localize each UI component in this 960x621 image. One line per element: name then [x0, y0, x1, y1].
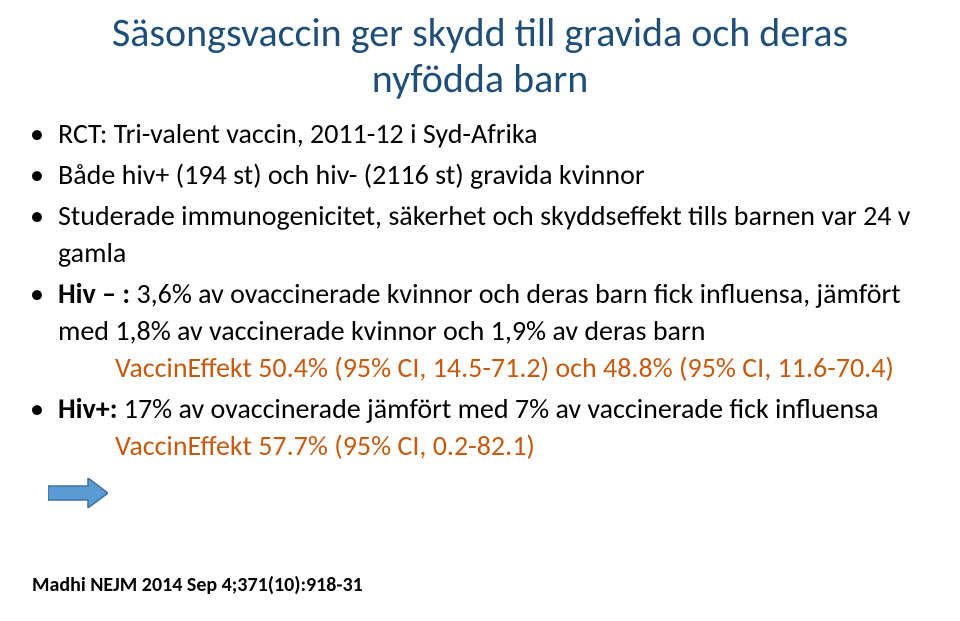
bullet-prefix: Hiv+:	[58, 391, 124, 426]
title-line-2: nyfödda barn	[372, 54, 588, 103]
arrow-icon	[48, 478, 108, 508]
bullet-item: RCT: Tri-valent vaccin, 2011-12 i Syd-Af…	[30, 116, 930, 153]
effect-label: VaccinEffekt 50.4% (95% CI, 14.5-71.2) o…	[115, 350, 894, 385]
arrow-outline	[48, 478, 108, 508]
bullet-text: Studerade immunogenicitet, säkerhet och …	[58, 198, 910, 270]
bullet-prefix: Hiv – :	[58, 276, 136, 311]
bullet-text: Både hiv+ (194 st) och hiv- (2116 st) gr…	[58, 157, 645, 192]
title-line-1: Säsongsvaccin ger skydd till gravida och…	[112, 8, 848, 57]
slide-title: Säsongsvaccin ger skydd till gravida och…	[30, 10, 930, 102]
bullet-effect: VaccinEffekt 50.4% (95% CI, 14.5-71.2) o…	[58, 350, 930, 387]
bullet-text: RCT: Tri-valent vaccin, 2011-12 i Syd-Af…	[58, 116, 538, 151]
bullet-text: 17% av ovaccinerade jämfört med 7% av va…	[124, 391, 879, 426]
bullet-item: Hiv – : 3,6% av ovaccinerade kvinnor och…	[30, 276, 930, 387]
bullet-list: RCT: Tri-valent vaccin, 2011-12 i Syd-Af…	[30, 116, 930, 465]
bullet-item: Hiv+: 17% av ovaccinerade jämfört med 7%…	[30, 391, 930, 465]
slide: Säsongsvaccin ger skydd till gravida och…	[0, 0, 960, 621]
bullet-item: Studerade immunogenicitet, säkerhet och …	[30, 198, 930, 272]
citation-footer: Madhi NEJM 2014 Sep 4;371(10):918-31	[32, 573, 363, 597]
arrow-shape	[48, 478, 108, 508]
bullet-effect: VaccinEffekt 57.7% (95% CI, 0.2-82.1)	[58, 428, 930, 465]
bullet-text: 3,6% av ovaccinerade kvinnor och deras b…	[58, 276, 901, 348]
bullet-item: Både hiv+ (194 st) och hiv- (2116 st) gr…	[30, 157, 930, 194]
effect-label: VaccinEffekt 57.7% (95% CI, 0.2-82.1)	[115, 428, 535, 463]
